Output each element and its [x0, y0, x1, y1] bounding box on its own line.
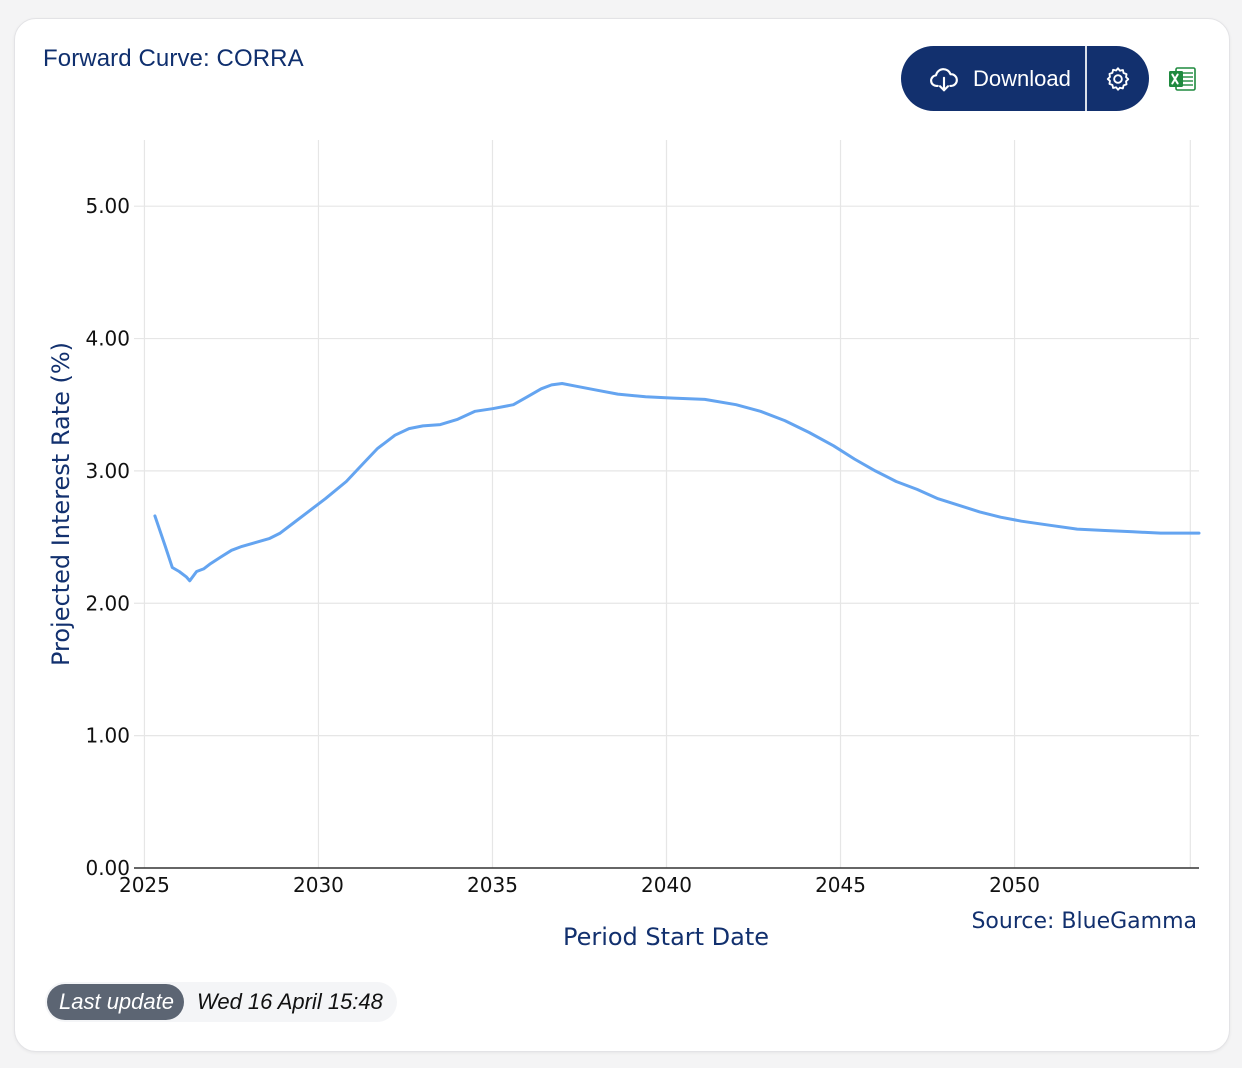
settings-button[interactable]: [1087, 46, 1149, 111]
x-tick-label: 2050: [989, 873, 1040, 897]
chart-card: Forward Curve: CORRA Download Source: Bl…: [14, 18, 1230, 1052]
y-tick-label: 4.00: [85, 327, 130, 351]
gear-icon: [1106, 66, 1130, 91]
x-tick-labels: 2025 2030 2035 2040 2045 2050: [119, 873, 1040, 897]
cloud-download-icon: [930, 67, 958, 91]
download-button[interactable]: Download: [901, 46, 1085, 111]
y-tick-label: 3.00: [85, 459, 130, 483]
y-tick-label: 0.00: [85, 856, 130, 880]
last-update-row: Last update Wed 16 April 15:48: [45, 982, 397, 1022]
download-button-group: Download: [901, 46, 1149, 111]
x-tick-label: 2030: [293, 873, 344, 897]
y-tick-label: 1.00: [85, 724, 130, 748]
x-tick-label: 2025: [119, 873, 170, 897]
y-tick-label: 5.00: [85, 194, 130, 218]
excel-icon[interactable]: [1167, 64, 1197, 94]
download-label: Download: [973, 65, 1071, 91]
x-tick-label: 2045: [815, 873, 866, 897]
source-annotation: Source: BlueGamma: [971, 909, 1197, 934]
button-divider: [1084, 46, 1087, 111]
y-tick-label: 2.00: [85, 591, 130, 615]
y-gridlines: [134, 205, 1199, 737]
last-update-value: Wed 16 April 15:48: [196, 989, 383, 1014]
x-gridlines: [143, 140, 1191, 868]
x-tick-label: 2040: [641, 873, 692, 897]
y-axis-label: Projected Interest Rate (%): [47, 342, 75, 666]
last-update-badge: Last update: [47, 984, 184, 1020]
chart-title: Forward Curve: CORRA: [43, 45, 304, 72]
y-tick-labels: 0.00 1.00 2.00 3.00 4.00 5.00: [85, 194, 130, 880]
x-tick-label: 2035: [467, 873, 518, 897]
x-axis-label: Period Start Date: [563, 923, 769, 951]
series-line: [153, 382, 1201, 583]
